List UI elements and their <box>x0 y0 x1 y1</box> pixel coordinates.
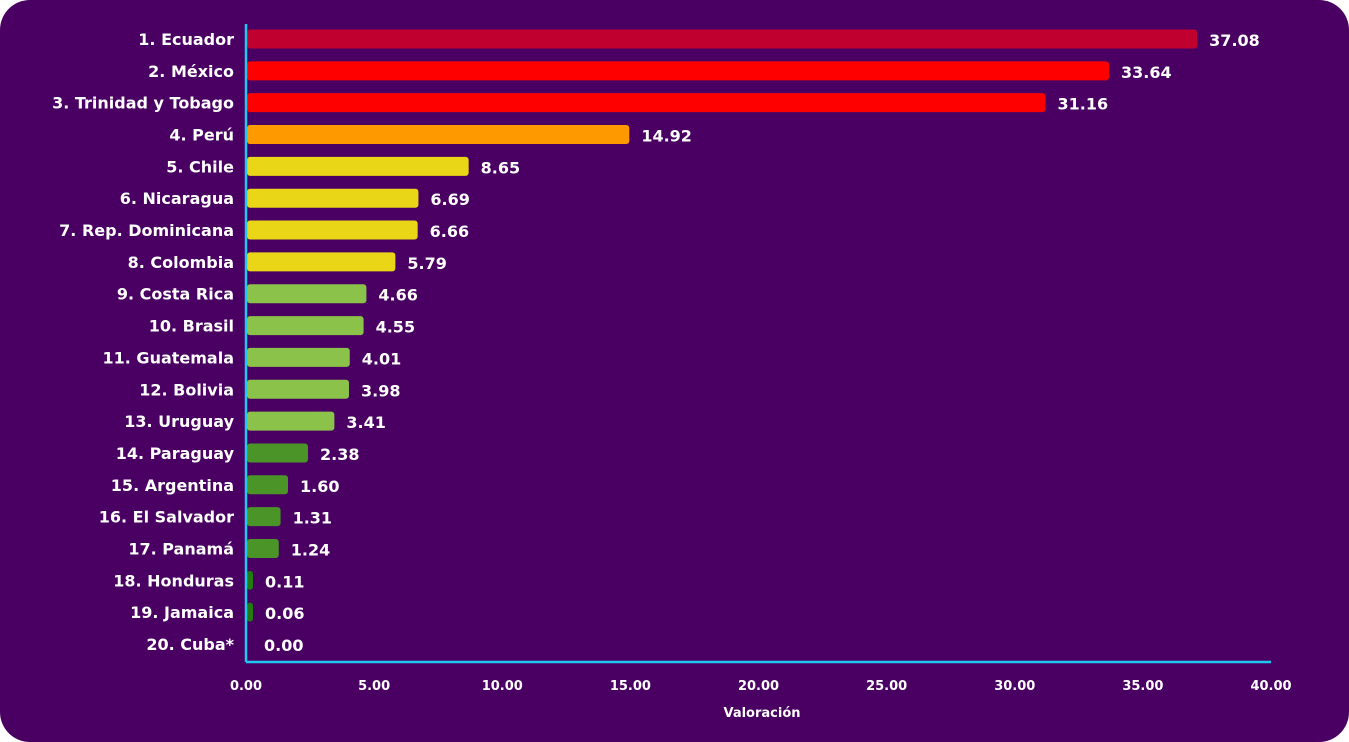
bar-row: 9. Costa Rica 4.66 <box>117 284 418 305</box>
category-label: 12. Bolivia <box>139 380 234 399</box>
value-label: 3.41 <box>346 413 385 432</box>
category-label: 13. Uruguay <box>124 412 234 431</box>
bar-row: 14. Paraguay 2.38 <box>116 443 359 464</box>
bar <box>247 29 1198 49</box>
value-label: 4.66 <box>378 286 417 305</box>
category-label: 3. Trinidad y Tobago <box>52 94 234 113</box>
bar <box>247 507 281 527</box>
bar <box>247 347 350 367</box>
bar-row: 18. Honduras 0.11 <box>113 570 304 591</box>
x-tick-label: 15.00 <box>610 679 651 694</box>
category-label: 20. Cuba* <box>146 635 234 654</box>
value-label: 3.98 <box>361 381 400 400</box>
value-label: 37.08 <box>1209 31 1260 50</box>
category-label: 5. Chile <box>166 157 234 176</box>
bar-row: 11. Guatemala 4.01 <box>103 347 401 368</box>
bar-row: 3. Trinidad y Tobago 31.16 <box>52 93 1108 114</box>
bar <box>247 156 469 176</box>
category-label: 4. Perú <box>169 126 234 145</box>
x-tick-label: 0.00 <box>230 679 262 694</box>
bar-row: 13. Uruguay 3.41 <box>124 411 386 432</box>
bar-row: 8. Colombia 5.79 <box>128 252 447 273</box>
category-label: 18. Honduras <box>113 571 234 590</box>
bar <box>247 93 1046 113</box>
value-label: 33.64 <box>1121 63 1172 82</box>
bar-row: 15. Argentina 1.60 <box>111 475 339 496</box>
value-label: 1.31 <box>293 509 332 528</box>
bar-row: 20. Cuba* 0.00 <box>146 635 303 655</box>
x-tick-label: 5.00 <box>358 679 390 694</box>
bar-row: 5. Chile 8.65 <box>166 156 520 177</box>
value-label: 14.92 <box>641 127 692 146</box>
x-axis-label: Valoración <box>723 706 800 721</box>
value-label: 6.66 <box>430 222 469 241</box>
category-label: 19. Jamaica <box>130 603 234 622</box>
category-label: 6. Nicaragua <box>120 189 234 208</box>
bar-row: 4. Perú 14.92 <box>169 125 692 146</box>
bar-row: 6. Nicaragua 6.69 <box>120 188 470 209</box>
bar <box>247 220 418 240</box>
x-tick-label: 40.00 <box>1250 679 1291 694</box>
x-tick-label: 10.00 <box>482 679 523 694</box>
bar <box>247 284 367 304</box>
x-tick-label: 25.00 <box>866 679 907 694</box>
category-label: 7. Rep. Dominicana <box>59 221 234 240</box>
category-label: 11. Guatemala <box>103 348 234 367</box>
category-label: 15. Argentina <box>111 476 234 495</box>
category-label: 9. Costa Rica <box>117 285 234 304</box>
value-label: 1.24 <box>291 540 330 559</box>
bar <box>247 188 419 208</box>
bar <box>247 125 630 145</box>
bar-row: 17. Panamá 1.24 <box>128 538 330 559</box>
value-label: 4.55 <box>376 318 415 337</box>
bar-row: 19. Jamaica 0.06 <box>130 602 304 623</box>
category-label: 8. Colombia <box>128 253 234 272</box>
bar <box>247 252 396 272</box>
bar <box>247 443 308 463</box>
category-label: 10. Brasil <box>149 317 234 336</box>
bar <box>247 602 253 622</box>
value-label: 31.16 <box>1057 95 1108 114</box>
bar-row: 12. Bolivia 3.98 <box>139 379 400 400</box>
bar-row: 7. Rep. Dominicana 6.66 <box>59 220 469 241</box>
x-tick-label: 30.00 <box>994 679 1035 694</box>
bar-row: 1. Ecuador 37.08 <box>138 29 1260 50</box>
value-label: 4.01 <box>362 349 401 368</box>
bar <box>247 411 335 431</box>
bar-row: 16. El Salvador 1.31 <box>99 507 332 528</box>
value-label: 1.60 <box>300 477 339 496</box>
bar <box>247 475 288 495</box>
category-label: 14. Paraguay <box>116 444 235 463</box>
value-label: 5.79 <box>407 254 446 273</box>
value-label: 8.65 <box>481 158 520 177</box>
x-tick-label: 35.00 <box>1122 679 1163 694</box>
category-label: 1. Ecuador <box>138 30 234 49</box>
value-label: 6.69 <box>430 190 469 209</box>
value-label: 0.06 <box>265 604 304 623</box>
bar <box>247 538 279 558</box>
category-label: 2. México <box>148 62 234 81</box>
bar <box>247 379 349 399</box>
category-label: 17. Panamá <box>128 539 234 558</box>
bar-row: 10. Brasil 4.55 <box>149 316 415 337</box>
value-label: 0.00 <box>264 636 303 655</box>
bar <box>247 61 1110 81</box>
category-label: 16. El Salvador <box>99 508 234 527</box>
x-tick-label: 20.00 <box>738 679 779 694</box>
bar-row: 2. México 33.64 <box>148 61 1172 82</box>
value-label: 0.11 <box>265 572 304 591</box>
value-label: 2.38 <box>320 445 359 464</box>
bar <box>247 316 364 336</box>
bar <box>247 570 253 590</box>
